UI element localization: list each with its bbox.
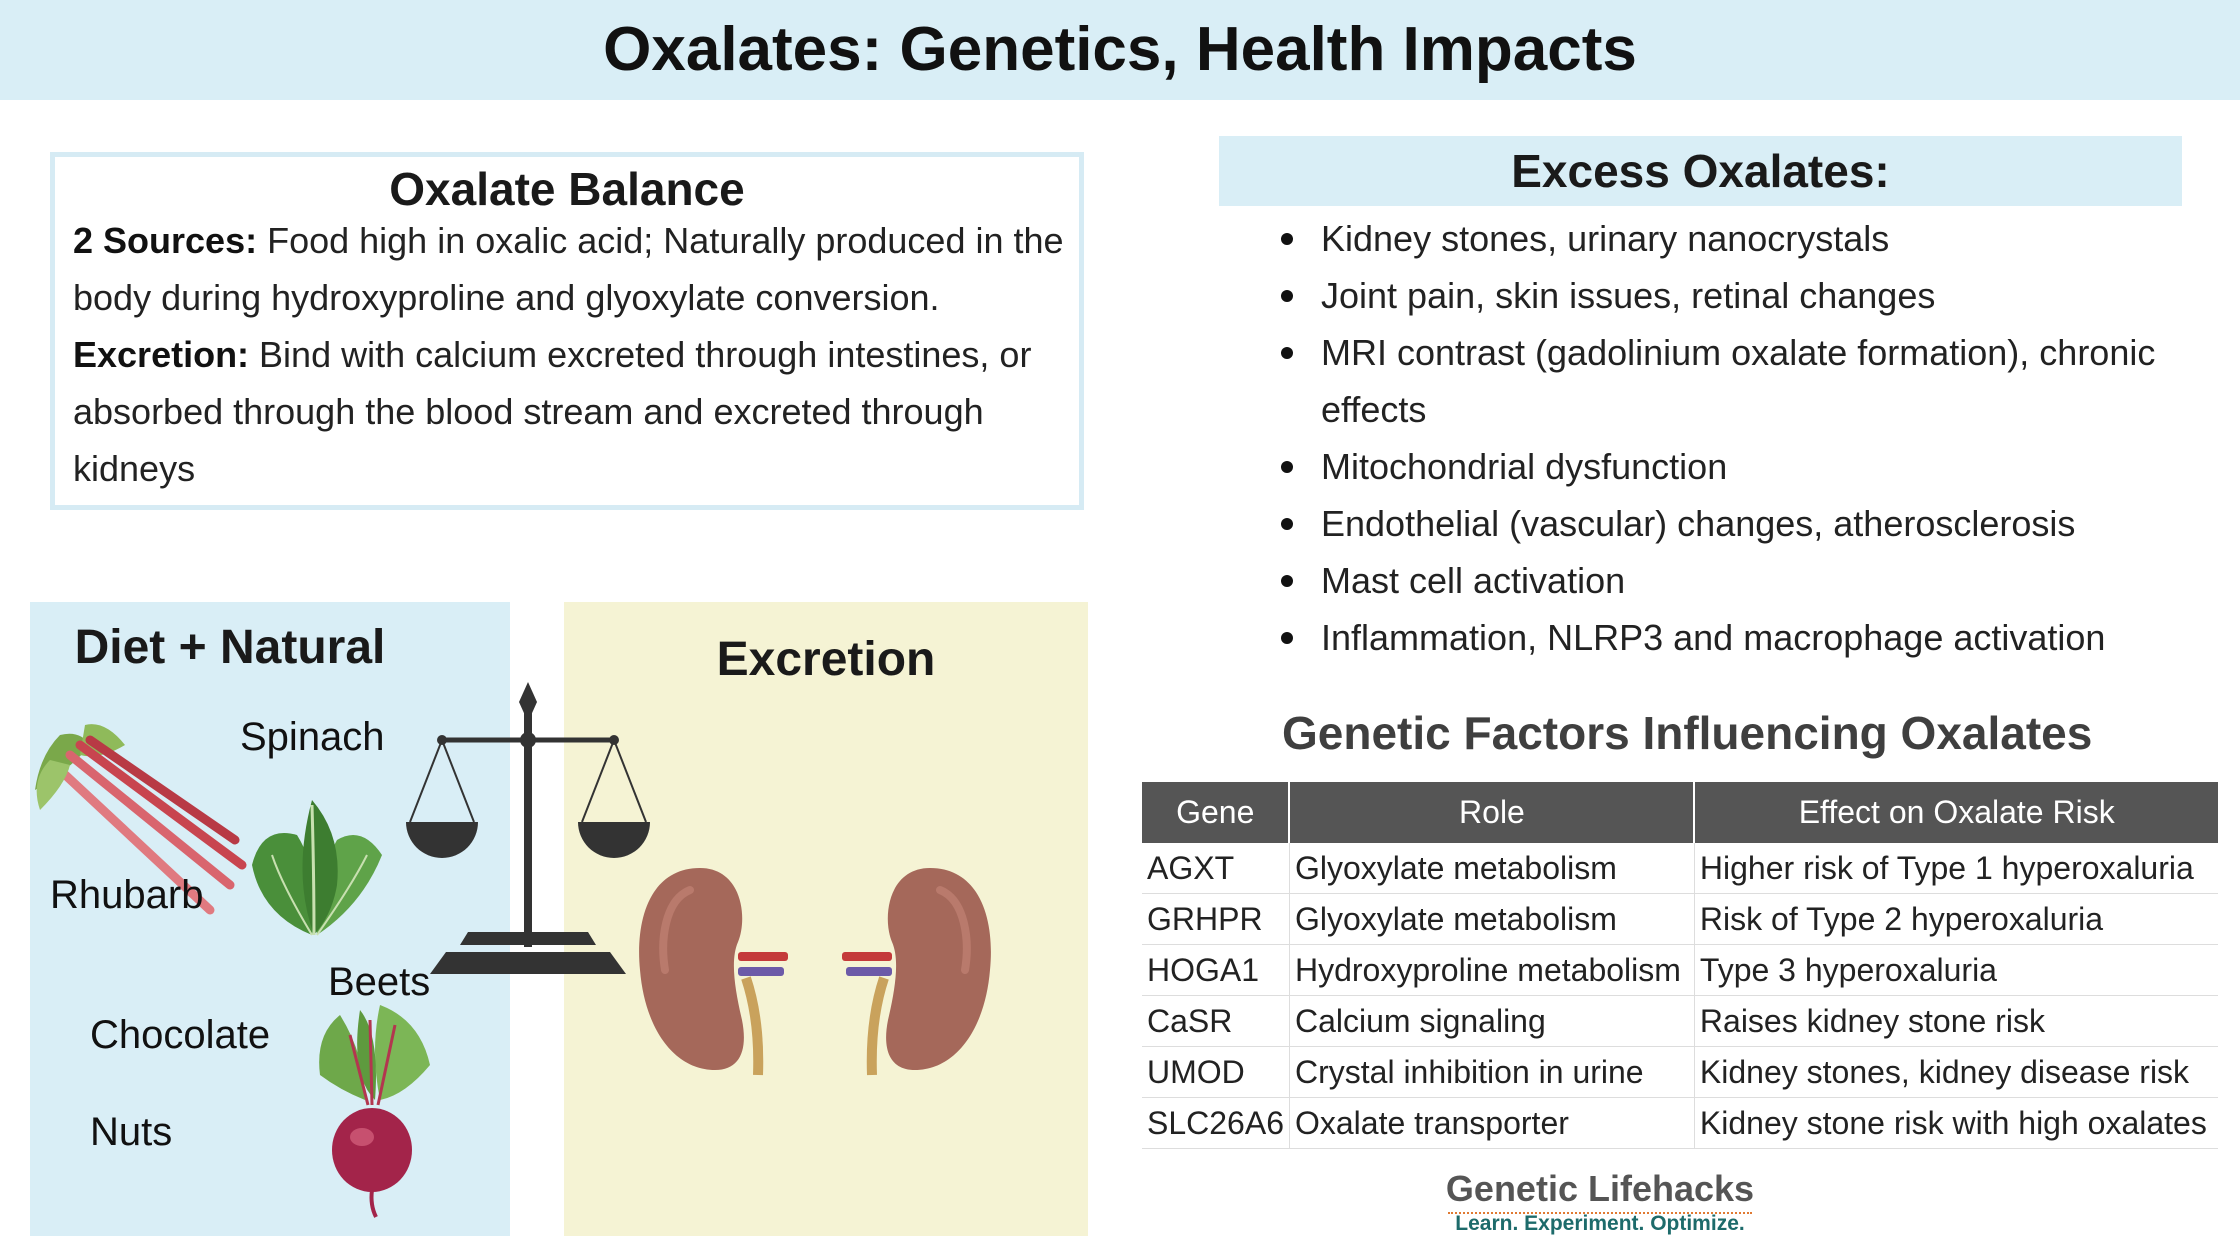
table-row: AGXT Glyoxylate metabolism Higher risk of … xyxy=(1142,843,2218,894)
gene-cell: HOGA1 xyxy=(1142,944,1290,996)
list-item: Mast cell activation xyxy=(1281,552,2240,609)
balance-line: body during hydroxyproline and glyoxylat… xyxy=(73,277,940,319)
effect-cell: Kidney stones, kidney disease risk xyxy=(1694,1046,2218,1098)
rhubarb-icon xyxy=(35,724,247,915)
excess-oxalates-list: Kidney stones, urinary nanocrystals Join… xyxy=(1281,210,2240,666)
excretion-heading: Excretion xyxy=(716,633,936,686)
effect-cell: Kidney stone risk with high oxalates xyxy=(1694,1097,2218,1149)
gene-cell: GRHPR xyxy=(1142,893,1290,945)
balance-line-text: body during hydroxyproline and glyoxylat… xyxy=(73,277,940,318)
list-item: Joint pain, skin issues, retinal changes xyxy=(1281,267,2240,324)
role-cell: Hydroxyproline metabolism xyxy=(1289,944,1695,996)
balance-line-text: Food high in oxalic acid; Naturally prod… xyxy=(257,220,1064,261)
table-row: CaSR Calcium signaling Raises kidney stone… xyxy=(1142,995,2218,1047)
gene-cell: AGXT xyxy=(1142,843,1290,894)
spinach-icon xyxy=(252,800,382,936)
genetic-factors-table: Gene Role Effect on Oxalate Risk AGXT Gly… xyxy=(1142,782,2218,1149)
column-header-gene: Gene xyxy=(1142,782,1291,843)
balance-line: 2 Sources: Food high in oxalic acid; Nat… xyxy=(73,220,1064,262)
gene-cell: UMOD xyxy=(1142,1046,1290,1098)
effect-cell: Type 3 hyperoxaluria xyxy=(1694,944,2218,996)
balance-line-text: absorbed through the blood stream and ex… xyxy=(73,391,984,432)
list-item: Mitochondrial dysfunction xyxy=(1281,438,2240,495)
gene-cell: CaSR xyxy=(1142,995,1290,1047)
excess-heading-bar xyxy=(1219,136,2182,206)
balance-line: absorbed through the blood stream and ex… xyxy=(73,391,984,433)
table-row: GRHPR Glyoxylate metabolism Risk of Type 2… xyxy=(1142,893,2218,945)
page-title: Oxalates: Genetics, Health Impacts xyxy=(603,15,1637,84)
role-cell: Calcium signaling xyxy=(1289,995,1695,1047)
excess-oxalates-heading: Excess Oxalates: xyxy=(1511,145,1890,197)
role-cell: Oxalate transporter xyxy=(1289,1097,1695,1149)
brand-logo-name: Genetic Lifehacks xyxy=(1445,1168,1755,1209)
diet-natural-panel xyxy=(30,602,510,1236)
balance-scale-icon xyxy=(406,682,650,974)
spinach-label: Spinach xyxy=(240,715,385,759)
beets-label: Beets xyxy=(328,960,431,1004)
balance-line: Excretion: Bind with calcium excreted th… xyxy=(73,334,1031,376)
column-header-effect: Effect on Oxalate Risk xyxy=(1694,782,2218,843)
list-item: Inflammation, NLRP3 and macrophage activ… xyxy=(1281,609,2240,666)
balance-line-text: kidneys xyxy=(73,448,196,489)
chocolate-label: Chocolate xyxy=(90,1013,271,1057)
oxalate-balance-box xyxy=(50,152,1084,510)
role-cell: Glyoxylate metabolism xyxy=(1289,843,1695,894)
effect-cell: Risk of Type 2 hyperoxaluria xyxy=(1694,893,2218,945)
role-cell: Glyoxylate metabolism xyxy=(1289,893,1695,945)
table-row: HOGA1 Hydroxyproline metabolism Type 3 hyp… xyxy=(1142,944,2218,996)
balance-line-label: Excretion: xyxy=(73,334,250,375)
table-row: SLC26A6 Oxalate transporter Kidney stone r… xyxy=(1142,1097,2218,1149)
gene-cell: SLC26A6 xyxy=(1142,1097,1290,1149)
brand-divider xyxy=(1448,1212,1752,1214)
list-item: Kidney stones, urinary nanocrystals xyxy=(1281,210,2240,267)
effect-cell: Higher risk of Type 1 hyperoxaluria xyxy=(1694,843,2218,894)
oxalate-balance-heading: Oxalate Balance xyxy=(389,163,745,215)
table-header-row: Gene Role Effect on Oxalate Risk xyxy=(1142,782,2218,843)
kidneys-icon xyxy=(639,868,991,1076)
role-cell: Crystal inhibition in urine xyxy=(1289,1046,1695,1098)
diet-natural-heading: Diet + Natural xyxy=(74,621,386,674)
beet-icon xyxy=(319,1005,430,1218)
effect-cell: Raises kidney stone risk xyxy=(1694,995,2218,1047)
genetic-factors-heading: Genetic Factors Influencing Oxalates xyxy=(1282,707,2093,759)
brand-tagline: Learn. Experiment. Optimize. xyxy=(1455,1212,1745,1235)
balance-line-label: 2 Sources: xyxy=(73,220,258,261)
nuts-label: Nuts xyxy=(90,1110,173,1154)
balance-line: kidneys xyxy=(73,448,195,490)
rhubarb-label: Rhubarb xyxy=(50,873,204,917)
title-bar xyxy=(0,0,2240,100)
list-item: Endothelial (vascular) changes, atherosc… xyxy=(1281,495,2240,552)
balance-line-text: Bind with calcium excreted through intes… xyxy=(249,334,1032,375)
list-item: MRI contrast (gadolinium oxalate formati… xyxy=(1281,324,2240,438)
table-row: UMOD Crystal inhibition in urine Kidney st… xyxy=(1142,1046,2218,1098)
column-header-role: Role xyxy=(1289,782,1696,843)
